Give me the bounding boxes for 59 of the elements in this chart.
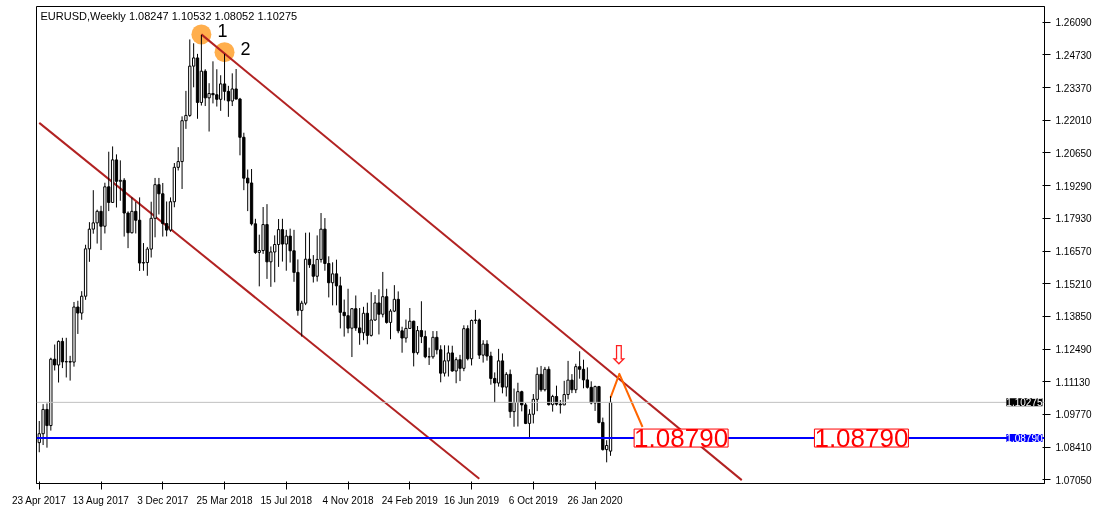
annotation: ⇩ [608,339,631,370]
x-tick-label: 23 Apr 2017 [12,494,67,506]
x-tick-label: 24 Feb 2019 [381,494,439,506]
x-tick-label: 16 Jun 2019 [444,494,500,506]
x-tick-label: 13 Aug 2017 [72,494,130,506]
annotation: 1.08790 [634,423,729,454]
candlestick [60,337,65,369]
candlestick [357,307,362,346]
candlestick [211,60,215,104]
candlestick [377,288,381,335]
ref-line-label: 1.08790 [1006,433,1043,445]
candlestick [330,261,335,306]
candlestick [581,359,586,389]
y-tick-label: 1.19290 [1055,180,1093,192]
candlestick [56,339,61,384]
candlestick [415,325,420,356]
x-tick-label: 6 Oct 2019 [508,494,559,506]
y-tick-label: 1.22010 [1055,115,1093,127]
candlestick [454,356,458,384]
x-tick-label: 15 Jul 2018 [260,494,313,506]
candlestick [276,218,281,268]
ref-line-label: 1.10275 [1006,397,1043,409]
y-tick-label: 1.11130 [1055,376,1091,388]
candlestick [280,218,285,263]
x-tick-label: 25 Mar 2018 [196,494,254,506]
candlestick [496,348,501,388]
candlestick [219,74,223,112]
candlestick [284,229,288,272]
candlestick [369,291,373,338]
candlestick [226,85,231,118]
x-tick-label: 3 Dec 2017 [137,494,189,506]
annotation: 2 [240,38,251,59]
y-tick-label: 1.07050 [1055,474,1093,486]
x-tick-label: 4 Nov 2018 [322,494,375,506]
annotation: 1.08790 [814,423,909,454]
candlestick [311,254,315,284]
candlestick [64,337,68,378]
y-tick-label: 1.26090 [1055,17,1093,29]
y-tick-label: 1.20650 [1055,147,1093,159]
chart-title: EURUSD,Weekly 1.08247 1.10532 1.08052 1.10275 [40,9,298,22]
y-tick-label: 1.24730 [1055,49,1093,61]
candlestick [346,288,350,334]
candlestick [361,306,366,341]
candlestick [114,153,119,208]
candlestick [442,344,447,378]
y-tick-label: 1.17930 [1055,213,1093,225]
candlestick [222,53,227,102]
annotation: 1 [217,20,228,41]
candlestick [446,345,451,378]
y-tick-label: 1.09770 [1055,409,1093,421]
candlestick [516,382,520,428]
candlestick [365,302,370,345]
y-tick-label: 1.08410 [1055,442,1093,454]
y-tick-label: 1.16570 [1055,246,1093,258]
y-tick-label: 1.23370 [1055,82,1093,94]
x-tick-label: 26 Jan 2020 [567,494,624,506]
y-tick-label: 1.15210 [1055,278,1093,290]
y-tick-label: 1.12490 [1055,344,1093,356]
y-tick-label: 1.13850 [1055,311,1093,323]
